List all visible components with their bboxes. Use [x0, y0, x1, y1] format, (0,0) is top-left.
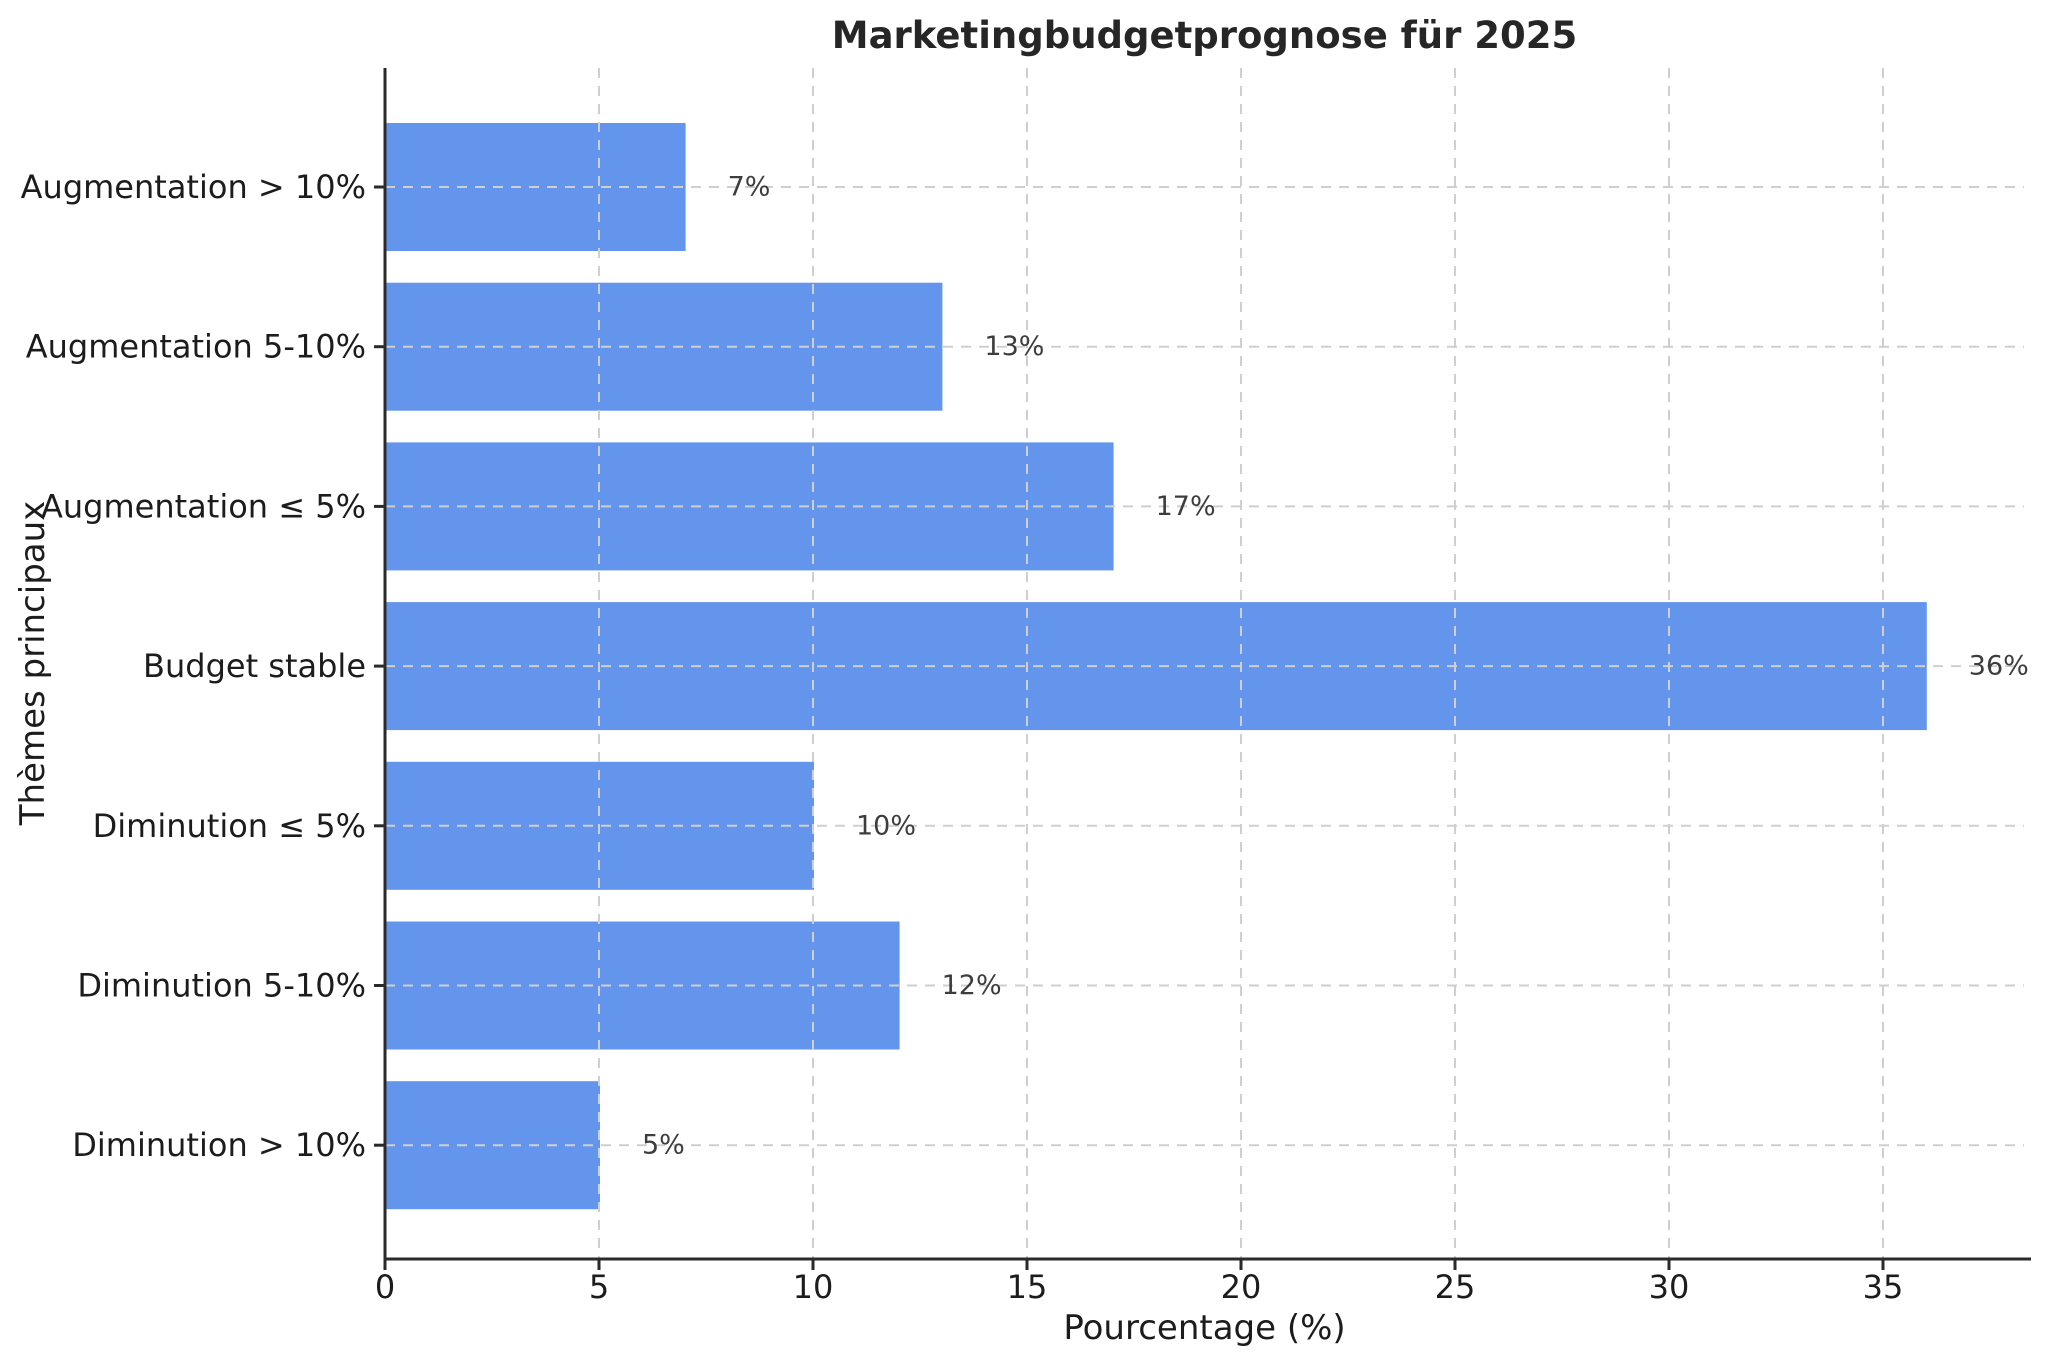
- value-label-6: 5%: [642, 1130, 685, 1161]
- x-tick-label-5: 5: [589, 1268, 609, 1306]
- x-axis-title: Pourcentage (%): [1063, 1308, 1346, 1348]
- category-label-3: Budget stable: [143, 647, 366, 685]
- x-tick-label-10: 10: [793, 1268, 834, 1306]
- value-label-2: 17%: [1156, 491, 1216, 522]
- category-label-5: Diminution 5-10%: [77, 967, 366, 1005]
- value-label-4: 10%: [856, 810, 916, 841]
- value-label-0: 7%: [728, 172, 771, 203]
- value-label-5: 12%: [942, 970, 1002, 1001]
- x-tick-label-15: 15: [1007, 1268, 1048, 1306]
- value-label-3: 36%: [1969, 651, 2029, 682]
- category-label-0: Augmentation > 10%: [21, 168, 366, 206]
- x-tick-label-25: 25: [1435, 1268, 1476, 1306]
- x-tick-label-0: 0: [375, 1268, 395, 1306]
- category-label-2: Augmentation ≤ 5%: [41, 487, 366, 525]
- value-label-1: 13%: [984, 331, 1044, 362]
- x-tick-label-35: 35: [1863, 1268, 1904, 1306]
- category-label-4: Diminution ≤ 5%: [93, 807, 366, 845]
- x-tick-label-30: 30: [1649, 1268, 1690, 1306]
- bar-3: [386, 602, 1927, 731]
- category-label-6: Diminution > 10%: [72, 1126, 366, 1164]
- category-label-1: Augmentation 5-10%: [26, 328, 366, 366]
- y-axis-title: Thèmes principaux: [13, 500, 53, 826]
- x-tick-label-20: 20: [1221, 1268, 1262, 1306]
- chart-title: Marketingbudgetprognose für 2025: [831, 14, 1578, 57]
